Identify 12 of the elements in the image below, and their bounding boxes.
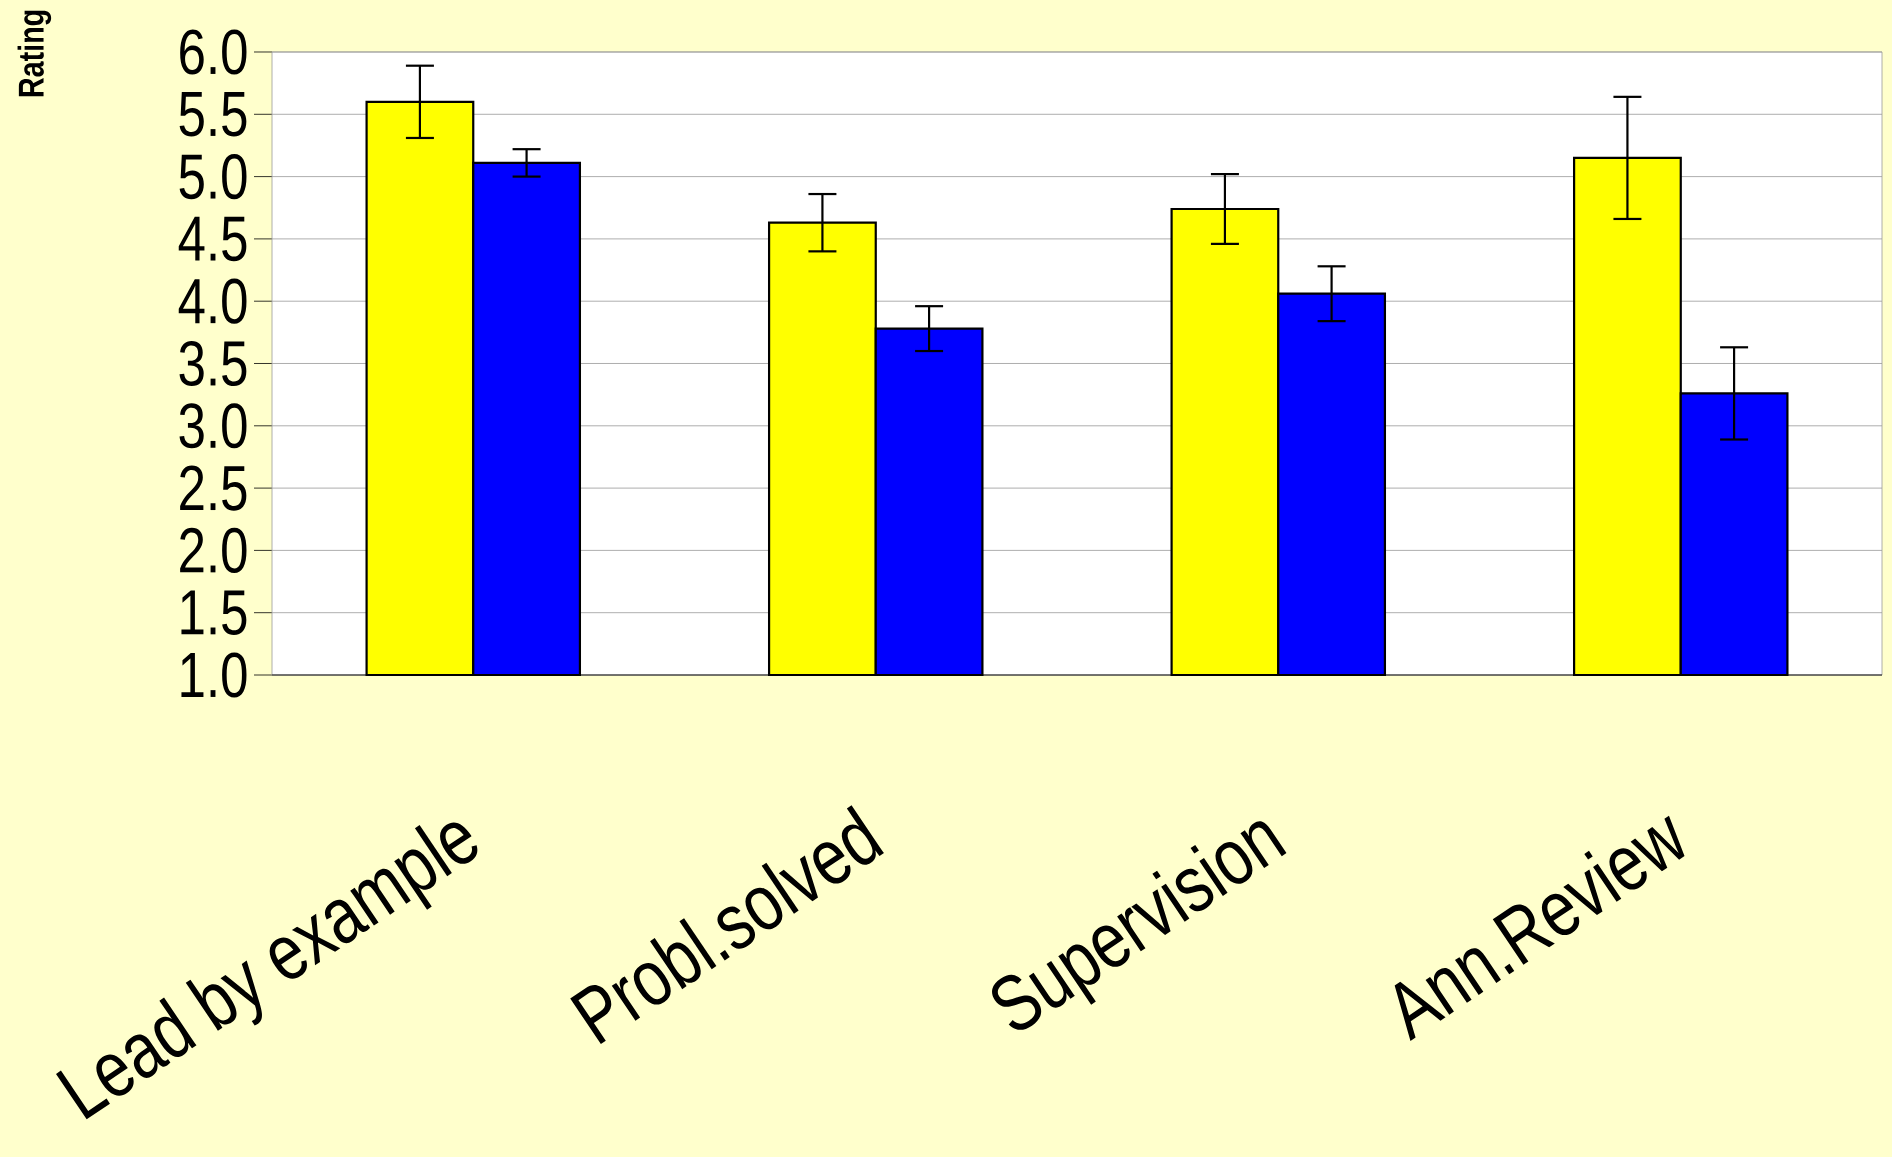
y-tick-label: 6.0 — [180, 29, 247, 75]
y-tick-label: 2.5 — [180, 465, 247, 511]
y-tick-label: 2.0 — [180, 527, 247, 573]
y-tick-label: 3.5 — [179, 340, 247, 387]
y-tick-label: 3.0 — [179, 403, 247, 449]
y-tick-label: 4.0 — [178, 278, 247, 324]
y-tick-label: 5.5 — [179, 92, 247, 137]
y-tick-label: 5.0 — [179, 154, 247, 200]
y-tick-label: 4.5 — [178, 216, 247, 262]
y-axis-title: Rating — [17, 10, 52, 97]
y-tick-label: 1.5 — [181, 590, 247, 635]
y-tick-label: 1.0 — [181, 652, 247, 698]
